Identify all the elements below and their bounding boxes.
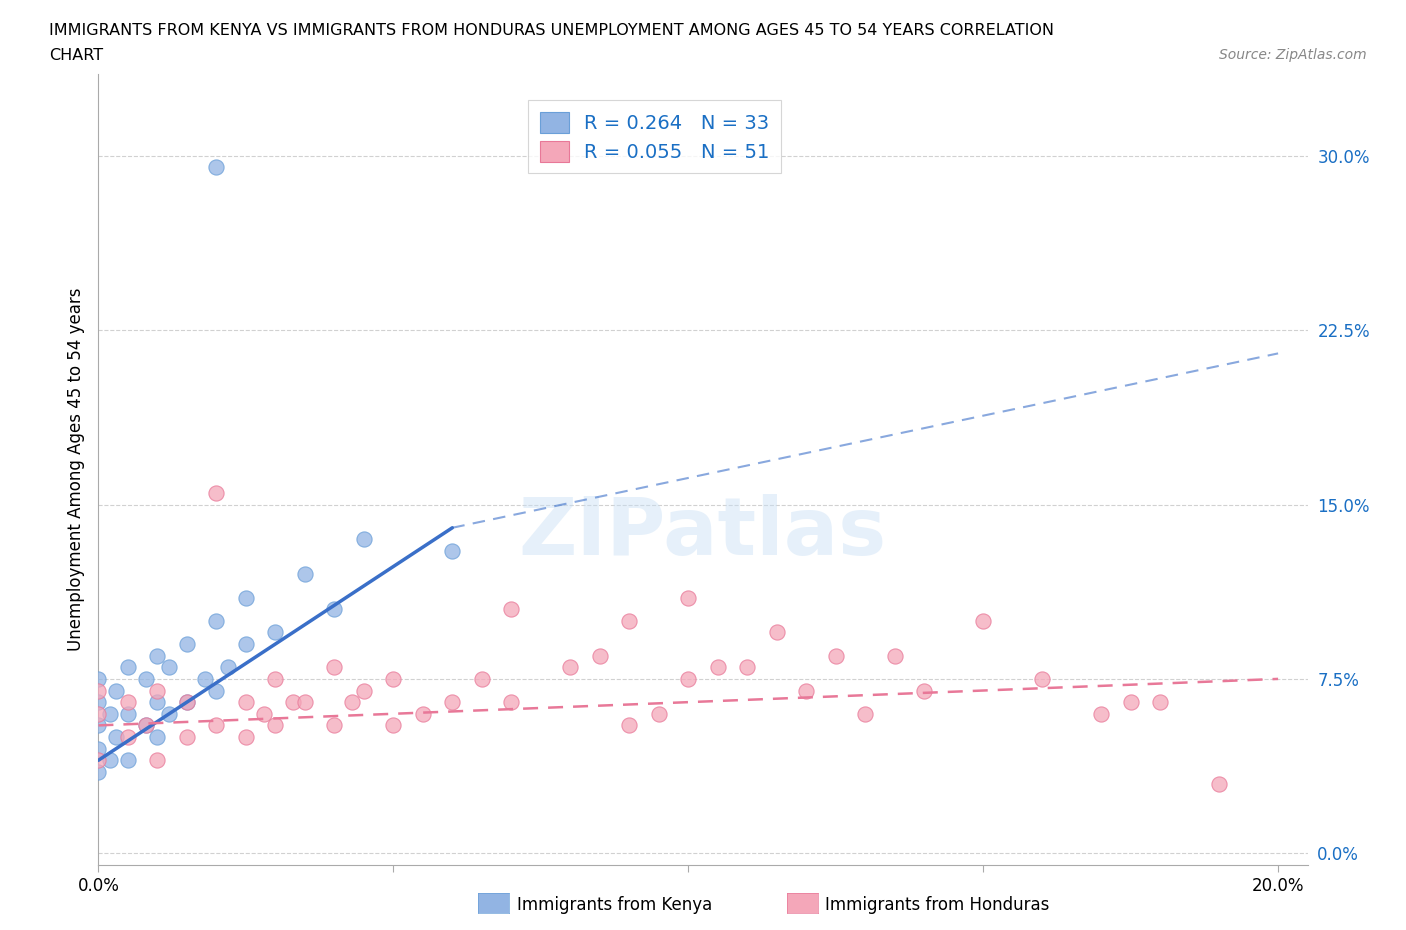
- Point: [135, 718, 157, 733]
- Point: [382, 718, 405, 733]
- Point: [1090, 707, 1112, 722]
- Point: [176, 695, 198, 710]
- Point: [87, 695, 110, 710]
- Point: [117, 660, 139, 675]
- Point: [281, 695, 304, 710]
- Text: Immigrants from Kenya: Immigrants from Kenya: [517, 896, 713, 914]
- Point: [157, 707, 180, 722]
- Point: [824, 648, 846, 663]
- Point: [205, 614, 228, 629]
- Text: Source: ZipAtlas.com: Source: ZipAtlas.com: [1219, 48, 1367, 62]
- Point: [853, 707, 876, 722]
- Point: [117, 729, 139, 744]
- Point: [471, 671, 494, 686]
- Point: [105, 683, 128, 698]
- Point: [176, 637, 198, 652]
- Point: [205, 683, 228, 698]
- Text: CHART: CHART: [49, 48, 103, 63]
- Point: [264, 625, 287, 640]
- Point: [560, 660, 582, 675]
- Point: [87, 671, 110, 686]
- Point: [87, 753, 110, 768]
- Point: [135, 671, 157, 686]
- Text: IMMIGRANTS FROM KENYA VS IMMIGRANTS FROM HONDURAS UNEMPLOYMENT AMONG AGES 45 TO : IMMIGRANTS FROM KENYA VS IMMIGRANTS FROM…: [49, 23, 1054, 38]
- Point: [589, 648, 612, 663]
- Point: [194, 671, 217, 686]
- Point: [323, 602, 346, 617]
- Point: [912, 683, 935, 698]
- Point: [205, 718, 228, 733]
- Point: [252, 707, 274, 722]
- Point: [146, 695, 169, 710]
- Point: [412, 707, 434, 722]
- Point: [135, 718, 157, 733]
- Point: [117, 707, 139, 722]
- Point: [294, 695, 316, 710]
- Point: [323, 660, 346, 675]
- Point: [340, 695, 363, 710]
- Point: [1031, 671, 1053, 686]
- Point: [105, 729, 128, 744]
- Point: [353, 683, 375, 698]
- Point: [98, 753, 121, 768]
- Point: [619, 614, 641, 629]
- Point: [117, 695, 139, 710]
- Point: [264, 671, 287, 686]
- Point: [619, 718, 641, 733]
- Point: [648, 707, 671, 722]
- Point: [501, 695, 523, 710]
- Y-axis label: Unemployment Among Ages 45 to 54 years: Unemployment Among Ages 45 to 54 years: [66, 288, 84, 651]
- Point: [441, 695, 464, 710]
- Point: [382, 671, 405, 686]
- Point: [706, 660, 728, 675]
- Point: [205, 160, 228, 175]
- Point: [98, 707, 121, 722]
- Point: [217, 660, 239, 675]
- Point: [1119, 695, 1142, 710]
- Point: [441, 543, 464, 558]
- Point: [235, 591, 257, 605]
- Point: [1149, 695, 1171, 710]
- Point: [235, 637, 257, 652]
- Point: [1208, 776, 1230, 790]
- Point: [353, 532, 375, 547]
- Point: [501, 602, 523, 617]
- Point: [972, 614, 994, 629]
- Point: [87, 764, 110, 779]
- Text: ZIPatlas: ZIPatlas: [519, 494, 887, 572]
- Point: [794, 683, 817, 698]
- Point: [205, 485, 228, 500]
- Point: [323, 718, 346, 733]
- Point: [678, 671, 700, 686]
- Point: [157, 660, 180, 675]
- Point: [146, 648, 169, 663]
- Point: [294, 567, 316, 582]
- Point: [235, 695, 257, 710]
- Point: [87, 718, 110, 733]
- Point: [146, 753, 169, 768]
- Point: [235, 729, 257, 744]
- Point: [87, 683, 110, 698]
- Point: [735, 660, 758, 675]
- Point: [264, 718, 287, 733]
- Point: [87, 741, 110, 756]
- Point: [176, 729, 198, 744]
- Point: [765, 625, 787, 640]
- Legend: R = 0.264   N = 33, R = 0.055   N = 51: R = 0.264 N = 33, R = 0.055 N = 51: [527, 100, 782, 173]
- Point: [176, 695, 198, 710]
- Text: Immigrants from Honduras: Immigrants from Honduras: [825, 896, 1050, 914]
- Point: [146, 683, 169, 698]
- Point: [146, 729, 169, 744]
- Point: [87, 707, 110, 722]
- Point: [117, 753, 139, 768]
- Point: [678, 591, 700, 605]
- Point: [883, 648, 905, 663]
